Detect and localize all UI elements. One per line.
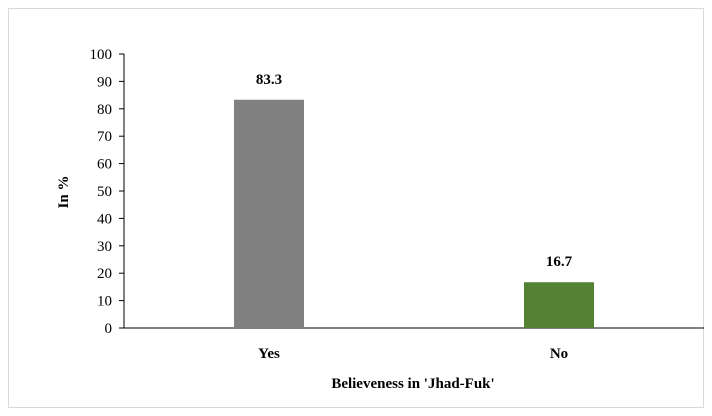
x-axis-title: Believeness in 'Jhad-Fuk' bbox=[331, 376, 494, 392]
bars: 83.3 16.7 bbox=[234, 72, 594, 329]
y-tick-label: 10 bbox=[97, 294, 112, 310]
y-tick-label: 100 bbox=[90, 47, 113, 63]
y-tick-label: 80 bbox=[97, 102, 112, 118]
y-tick-label: 50 bbox=[97, 184, 112, 200]
y-tick-label: 30 bbox=[97, 239, 112, 255]
x-axis-categories: Yes No bbox=[258, 346, 568, 362]
bar-no bbox=[524, 282, 594, 328]
y-axis-ticks: 0 10 20 30 40 50 60 70 80 90 100 bbox=[90, 47, 124, 337]
y-tick-label: 90 bbox=[97, 74, 112, 90]
y-tick-label: 70 bbox=[97, 129, 112, 145]
x-category-label-yes: Yes bbox=[258, 346, 280, 362]
bar-yes bbox=[234, 99, 304, 329]
y-tick-label: 20 bbox=[97, 266, 112, 282]
data-label-no: 16.7 bbox=[546, 254, 573, 270]
y-tick-label: 0 bbox=[105, 321, 113, 337]
y-axis-title: In % bbox=[56, 176, 72, 209]
y-tick-label: 60 bbox=[97, 157, 112, 173]
x-category-label-no: No bbox=[550, 346, 568, 362]
y-tick-label: 40 bbox=[97, 211, 112, 227]
data-label-yes: 83.3 bbox=[256, 72, 282, 88]
